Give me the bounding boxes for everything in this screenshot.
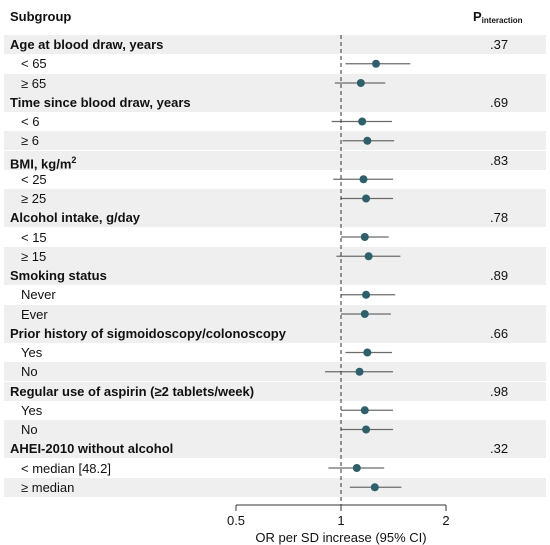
point-estimate (363, 136, 372, 145)
subgroup-label: < 65 (21, 56, 47, 72)
group-row-shade (4, 323, 546, 343)
subgroup-row-shade (4, 131, 546, 151)
subgroup-label: ≥ 65 (21, 75, 47, 91)
subgroup-row-shade (4, 304, 546, 324)
point-estimate (355, 367, 364, 376)
point-estimate (362, 194, 371, 203)
subgroup-header: Subgroup (10, 9, 72, 24)
x-tick-label: 0.5 (226, 513, 246, 528)
group-row-shade (4, 92, 546, 112)
p-interaction-header: Pinteraction (473, 9, 523, 25)
point-estimate (364, 252, 373, 261)
group-label: BMI, kg/m2 (10, 154, 77, 171)
p-interaction-value: .66 (490, 325, 509, 341)
subgroup-label: No (21, 422, 38, 437)
x-tick-label: 2 (442, 513, 450, 528)
p-interaction-value: .69 (490, 94, 509, 110)
group-label: Prior history of sigmoidoscopy/colonosco… (10, 325, 286, 341)
p-interaction-value: .89 (490, 268, 509, 283)
group-row-shade (4, 439, 546, 459)
group-row-shade (4, 381, 546, 401)
subgroup-label: ≥ 6 (21, 133, 39, 149)
group-label: Time since blood draw, years (10, 94, 191, 110)
group-label: Regular use of aspirin (≥2 tablets/week) (10, 383, 255, 399)
p-interaction-value: .32 (490, 441, 509, 457)
point-estimate (363, 348, 372, 357)
subgroup-row-shade (4, 189, 546, 208)
point-estimate (372, 59, 381, 68)
subgroup-label: Yes (21, 345, 43, 360)
point-estimate (359, 175, 368, 184)
p-interaction-value: .78 (490, 210, 509, 226)
point-estimate (360, 233, 369, 241)
point-estimate (370, 483, 379, 492)
subgroup-row-shade (4, 73, 546, 93)
subgroup-row-shade (4, 362, 546, 382)
point-estimate (358, 117, 367, 126)
point-estimate (362, 425, 371, 434)
subgroup-label: Yes (21, 402, 43, 418)
group-row-shade (4, 150, 546, 170)
subgroup-label: < 15 (21, 229, 47, 245)
group-label: Age at blood draw, years (10, 37, 164, 52)
p-interaction-value: .83 (490, 152, 509, 168)
subgroup-label: Never (21, 287, 56, 303)
point-estimate (360, 310, 369, 318)
x-axis-label: OR per SD increase (95% CI) (255, 530, 427, 545)
group-label: Alcohol intake, g/day (10, 210, 141, 226)
p-header-subscript: interaction (481, 16, 523, 25)
group-row-shade (4, 266, 546, 285)
x-tick-label: 1 (337, 513, 345, 528)
subgroup-label: Ever (21, 306, 48, 322)
p-interaction-value: .37 (490, 37, 509, 52)
subgroup-row-shade (4, 420, 546, 439)
subgroup-label: No (21, 364, 38, 380)
point-estimate (352, 464, 361, 472)
subgroup-label: ≥ 15 (21, 248, 47, 264)
subgroup-label: < median [48.2] (21, 460, 111, 476)
point-estimate (356, 79, 365, 87)
subgroup-label: ≥ median (21, 479, 75, 495)
label-superscript: 2 (71, 154, 77, 165)
group-row-shade (4, 35, 546, 54)
point-estimate (360, 406, 369, 415)
point-estimate (362, 290, 371, 299)
subgroup-label: < 25 (21, 171, 47, 187)
subgroup-row-shade (4, 246, 546, 266)
p-header-letter: P (473, 9, 482, 24)
p-interaction-value: .98 (490, 383, 509, 399)
subgroup-row-shade (4, 477, 546, 497)
group-label: AHEI-2010 without alcohol (10, 441, 174, 457)
subgroup-label: ≥ 25 (21, 191, 47, 206)
subgroup-label: < 6 (21, 114, 40, 129)
group-row-shade (4, 208, 546, 228)
group-label: Smoking status (10, 268, 107, 283)
